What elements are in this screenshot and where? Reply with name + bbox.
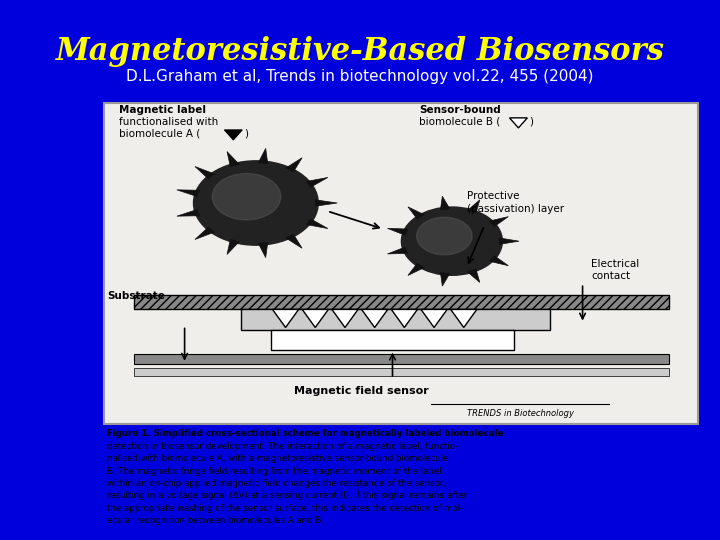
Text: functionalised with: functionalised with: [120, 117, 218, 127]
Polygon shape: [286, 158, 302, 172]
Polygon shape: [467, 269, 480, 282]
Polygon shape: [490, 256, 508, 266]
Polygon shape: [391, 309, 418, 327]
Polygon shape: [195, 227, 215, 240]
Polygon shape: [467, 200, 480, 213]
Text: TRENDS in Biotechnology: TRENDS in Biotechnology: [467, 409, 574, 418]
Bar: [134, 295, 669, 309]
Text: Substrate: Substrate: [107, 292, 166, 301]
Bar: [271, 329, 514, 349]
Polygon shape: [441, 273, 450, 286]
Polygon shape: [510, 118, 527, 128]
Text: biomolecule B (: biomolecule B (: [419, 117, 500, 127]
Circle shape: [402, 207, 503, 275]
Bar: [241, 309, 550, 329]
Polygon shape: [286, 234, 302, 248]
Polygon shape: [302, 309, 328, 327]
Bar: [134, 354, 669, 363]
Polygon shape: [306, 178, 328, 187]
Polygon shape: [315, 200, 337, 206]
Text: Magnetoresistive-Based Biosensors: Magnetoresistive-Based Biosensors: [55, 36, 665, 67]
Text: resulting in a voltage signal (ΔV) at a sensing current (I). If this signal rema: resulting in a voltage signal (ΔV) at a …: [107, 491, 467, 501]
Circle shape: [194, 161, 318, 245]
Polygon shape: [500, 238, 519, 245]
Polygon shape: [490, 217, 508, 226]
Polygon shape: [332, 309, 358, 327]
Text: Protective: Protective: [467, 191, 519, 201]
Text: biomolecule A (: biomolecule A (: [120, 129, 200, 139]
Text: B. The magnetic fringe field resulting from the magnetic moment of the label: B. The magnetic fringe field resulting f…: [107, 467, 441, 476]
Text: Figure 1. Simplified cross-sectional scheme for magnetically labeled biomolecule: Figure 1. Simplified cross-sectional sch…: [107, 429, 503, 438]
Text: within an on-chip applied magnetic field changes the resistance of the sensor,: within an on-chip applied magnetic field…: [107, 479, 446, 488]
Polygon shape: [387, 228, 408, 235]
Text: contact: contact: [592, 271, 631, 281]
Text: Electrical: Electrical: [592, 259, 640, 269]
Polygon shape: [258, 242, 268, 258]
Text: Magnetic field sensor: Magnetic field sensor: [294, 386, 429, 396]
Polygon shape: [227, 239, 239, 254]
Polygon shape: [441, 196, 450, 210]
Text: ): ): [244, 129, 248, 139]
Polygon shape: [177, 190, 199, 197]
Text: the appropriate washing of the sensor surface, this indicates the detection of m: the appropriate washing of the sensor su…: [107, 504, 463, 513]
Text: Magnetic label: Magnetic label: [120, 105, 206, 114]
Text: (passivation) layer: (passivation) layer: [467, 204, 564, 214]
Circle shape: [417, 217, 472, 255]
Polygon shape: [451, 309, 477, 327]
Polygon shape: [258, 148, 268, 164]
Text: ): ): [529, 117, 533, 127]
Polygon shape: [387, 247, 408, 254]
Polygon shape: [408, 264, 424, 275]
Polygon shape: [408, 207, 424, 219]
Text: nalised with biomolecule A, with a magnetoresistive sensor-bound biomolecule: nalised with biomolecule A, with a magne…: [107, 454, 448, 463]
Polygon shape: [361, 309, 388, 327]
Polygon shape: [177, 210, 199, 216]
Text: detection in biosensor development. The interaction of a magnetic label, functio: detection in biosensor development. The …: [107, 442, 458, 451]
Bar: [134, 368, 669, 376]
Polygon shape: [306, 219, 328, 228]
Text: ecular recognition between biomolecules A and B.: ecular recognition between biomolecules …: [107, 516, 323, 525]
Bar: [104, 103, 698, 424]
Circle shape: [212, 173, 281, 220]
Polygon shape: [227, 152, 239, 167]
Text: Sensor-bound: Sensor-bound: [419, 105, 501, 114]
Polygon shape: [195, 166, 215, 179]
Polygon shape: [272, 309, 299, 327]
Polygon shape: [421, 309, 447, 327]
Polygon shape: [225, 130, 242, 140]
Text: D.L.Graham et al, Trends in biotechnology vol.22, 455 (2004): D.L.Graham et al, Trends in biotechnolog…: [126, 69, 594, 84]
